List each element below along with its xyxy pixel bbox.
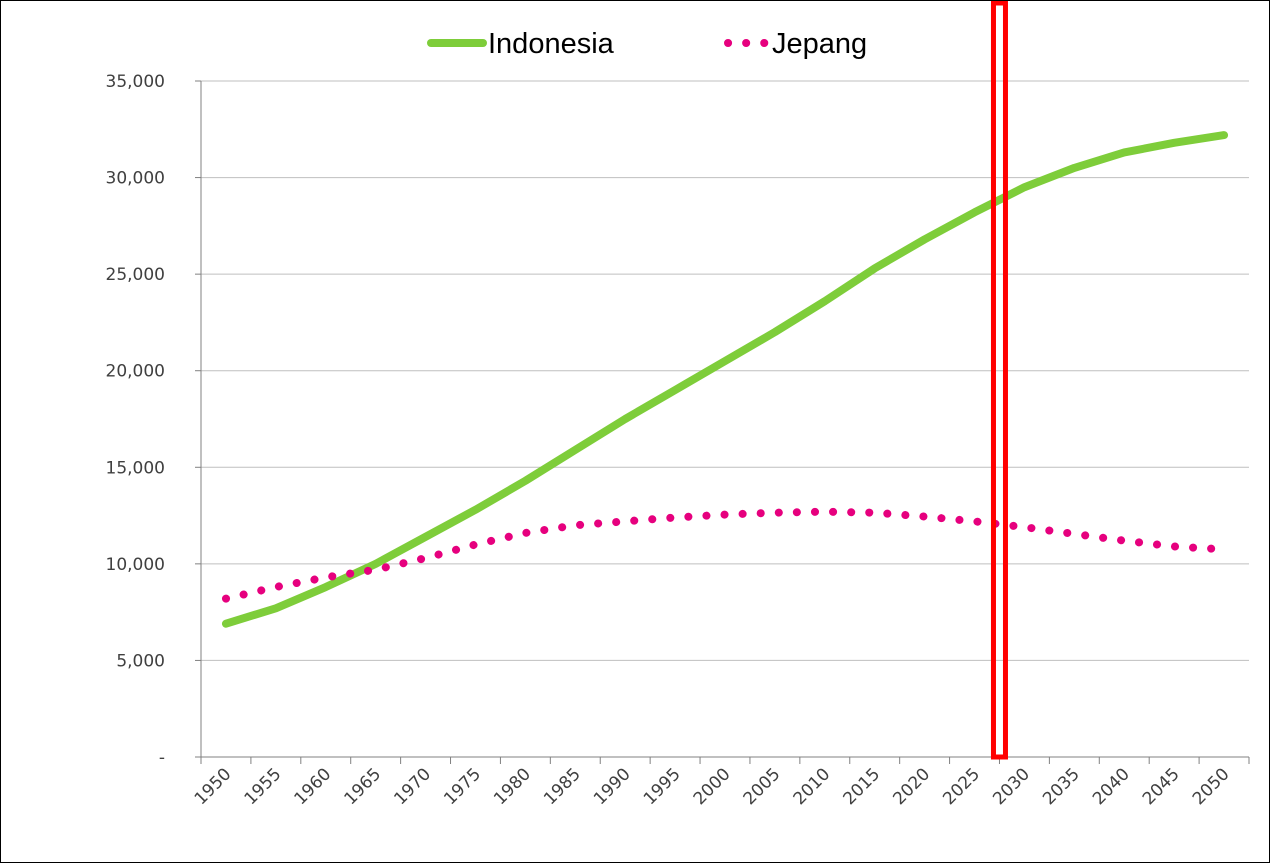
data-point [574,524,576,526]
x-tick-label: 2035 [1039,764,1084,809]
x-tick-label: 1965 [340,764,385,809]
x-tick-label: 2020 [889,764,934,809]
x-tick-label: 2000 [690,764,735,809]
x-tick-label: 1955 [241,764,286,809]
highlight-marker [990,1,1008,760]
x-tick-label: 1990 [590,764,635,809]
x-tick-label: 1975 [440,764,485,809]
data-point [674,517,676,519]
legend-label: Jepang [772,28,867,60]
data-point [375,569,377,571]
data-point [874,512,876,514]
y-tick-label: 30,000 [106,169,165,189]
y-tick-label: 10,000 [106,555,165,575]
x-tick-label: 2025 [939,764,984,809]
x-tick-label: 1985 [540,764,585,809]
x-tick-label: 2005 [740,764,785,809]
y-tick-label: 25,000 [106,265,165,285]
y-tick-label: 20,000 [106,362,165,382]
x-tick-label: 2010 [790,764,835,809]
x-tick-label: 1960 [291,764,336,809]
x-tick-label: 1980 [490,764,535,809]
data-point [1223,548,1225,550]
legend-label: Indonesia [488,28,615,60]
y-tick-label: 35,000 [106,72,165,92]
data-point [824,511,826,513]
x-tick-label: 1950 [191,764,236,809]
data-point [1023,526,1025,528]
series-line-jepang [221,507,1229,603]
axes: - 5,000 10,000 15,000 20,000 25,000 30,000 35,0… [106,72,1250,809]
data-point [325,576,327,578]
legend: Indonesia Jepang [427,28,867,60]
highlight-box [990,1,1008,760]
data-point [1073,533,1075,535]
x-tick-label: 1970 [390,764,435,809]
x-tick-label: 2015 [840,764,885,809]
y-tick-label: 5,000 [116,651,165,671]
x-tick-label: 1995 [640,764,685,809]
x-tick-label: 2050 [1189,764,1234,809]
y-tick-label: 15,000 [106,458,165,478]
x-tick-label: 2030 [989,764,1034,809]
series-line-indonesia [221,131,1229,628]
data-point [624,520,626,522]
series-lines [221,131,1229,628]
x-tick-label: 2040 [1089,764,1134,809]
y-tick-label: - [159,748,165,768]
x-tick-label: 2045 [1139,764,1184,809]
